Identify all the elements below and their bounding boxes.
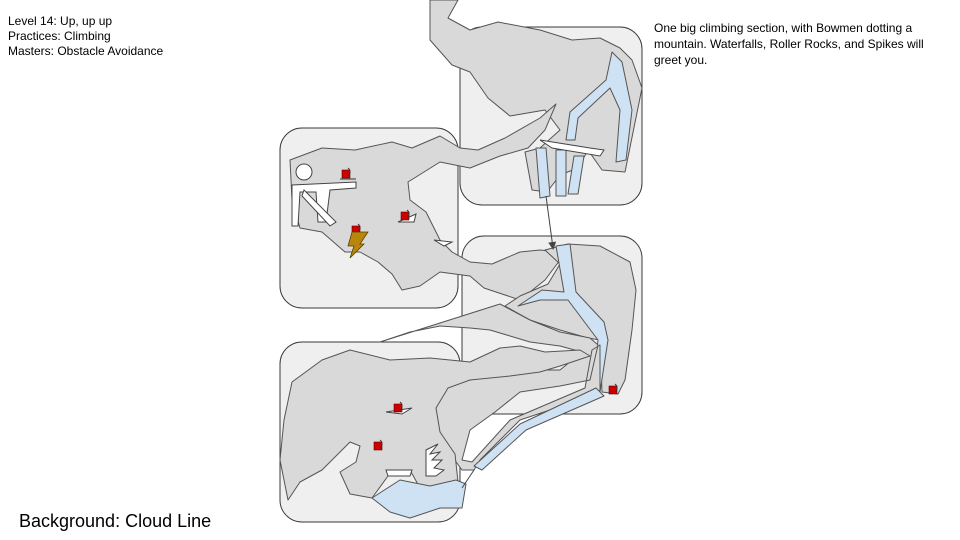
- waterfall-top-right-drops: [535, 147, 585, 199]
- ramp-top-left: [301, 189, 337, 227]
- arrow-icon: [545, 195, 557, 250]
- bowman-icon: [393, 401, 403, 413]
- terrain-bottom-left: [279, 345, 591, 501]
- lightning-bolt-icon: [347, 231, 369, 259]
- bowman-icon: [340, 167, 356, 180]
- waterfall-connector: [473, 387, 605, 471]
- waterfall-bottom-left: [371, 479, 467, 519]
- level-masters: Masters: Obstacle Avoidance: [8, 44, 164, 58]
- ledge-bottom-left: [385, 469, 413, 477]
- level-title: Level 14: Up, up up: [8, 14, 113, 28]
- platform-top-left: [291, 181, 357, 227]
- level-practices: Practices: Climbing: [8, 29, 111, 43]
- ledge-top-right: [539, 139, 605, 157]
- spike-icon: [425, 443, 446, 477]
- background-label: Background: Cloud Line: [19, 511, 212, 531]
- bowman-icon: [608, 383, 618, 395]
- level-description: One big climbing section, with Bowmen do…: [654, 21, 924, 67]
- roller-rock-icon: [295, 163, 313, 181]
- arrow-icon: [461, 469, 475, 489]
- ledge-near-spikes: [433, 239, 454, 247]
- level-caption: Level 14: Up, up up Practices: Climbing …: [8, 14, 163, 59]
- bowman-icon: [373, 439, 383, 451]
- bowman-icon: [400, 209, 410, 221]
- waterfall-top-right: [565, 51, 633, 163]
